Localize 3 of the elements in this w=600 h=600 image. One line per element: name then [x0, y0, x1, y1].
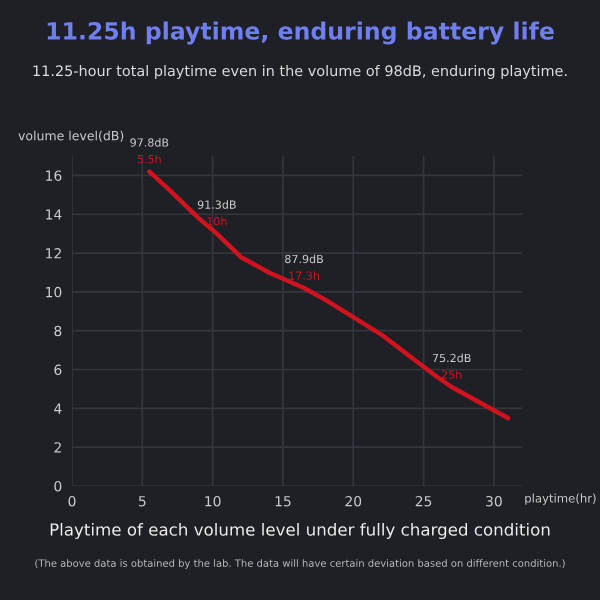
text: Playtime of each volume level under fully charged condition: [50, 522, 550, 540]
line-series: [147, 169, 511, 421]
chart-title: 11.25h playtime, enduring battery life: [47, 21, 554, 45]
